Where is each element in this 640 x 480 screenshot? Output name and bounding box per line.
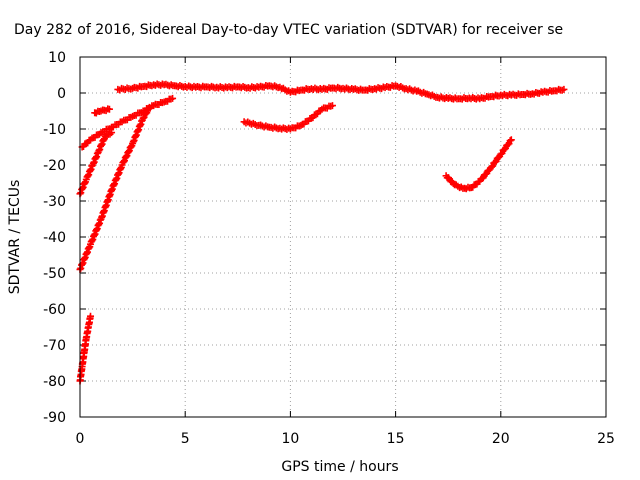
plot-frame [79, 56, 607, 418]
y-tick-label: 0 [57, 86, 66, 102]
series-4 [78, 94, 177, 151]
series-2 [76, 103, 153, 273]
y-tick-label: -80 [43, 374, 66, 390]
data-point [139, 114, 147, 122]
data-point [120, 158, 128, 166]
x-tick-label: 0 [76, 431, 85, 447]
x-tick-label: 25 [597, 431, 615, 447]
x-tick-label: 10 [281, 431, 299, 447]
x-axis-ticks: 0 5 10 15 20 25 [76, 57, 615, 447]
series-5 [91, 105, 113, 117]
data-point [487, 163, 495, 171]
series-1 [76, 312, 95, 385]
y-tick-label: -60 [43, 302, 66, 318]
y-tick-label: -40 [43, 230, 66, 246]
data-point [504, 141, 512, 149]
series-8 [442, 136, 515, 193]
series-3 [76, 129, 116, 198]
grid-lines [80, 57, 606, 417]
y-axis-ticks: -90 -80 -70 -60 -50 -40 -30 -20 -10 0 10 [43, 50, 606, 426]
x-tick-label: 20 [492, 431, 510, 447]
series-7 [240, 102, 336, 133]
data-point [105, 105, 113, 113]
data-point [169, 94, 177, 102]
data-point [507, 136, 515, 144]
data-point [500, 145, 508, 153]
data-point [125, 148, 133, 156]
chart-title: Day 282 of 2016, Sidereal Day-to-day VTE… [14, 22, 563, 38]
x-tick-label: 5 [181, 431, 190, 447]
y-axis-label: SDTVAR / TECUs [7, 180, 23, 295]
x-tick-label: 15 [387, 431, 405, 447]
data-point [506, 137, 514, 145]
y-tick-label: -30 [43, 194, 66, 210]
y-tick-label: -20 [43, 158, 66, 174]
data-point [491, 158, 499, 166]
y-tick-label: 10 [48, 50, 66, 66]
data-points [76, 80, 568, 385]
y-tick-label: -70 [43, 338, 66, 354]
series-6 [114, 80, 568, 103]
data-point [122, 153, 130, 161]
x-axis-label: GPS time / hours [281, 459, 398, 475]
data-point [328, 102, 336, 110]
data-point [560, 85, 568, 93]
data-point [87, 312, 95, 320]
data-point [497, 150, 505, 158]
y-tick-label: -90 [43, 410, 66, 426]
y-tick-label: -50 [43, 266, 66, 282]
y-tick-label: -10 [43, 122, 66, 138]
